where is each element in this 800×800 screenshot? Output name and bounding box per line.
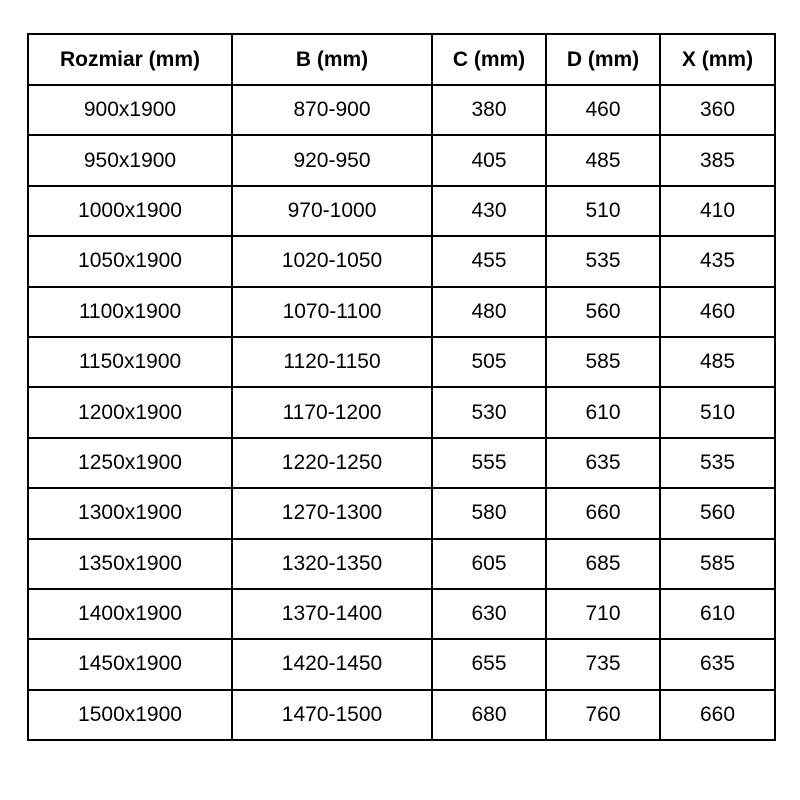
- table-row: 1350x1900 1320-1350 605 685 585: [27, 537, 776, 590]
- header-cell: Rozmiar (mm): [27, 33, 233, 86]
- table-cell: 530: [431, 386, 547, 439]
- table-row: 1400x1900 1370-1400 630 710 610: [27, 587, 776, 641]
- table-cell: 1170-1200: [231, 386, 433, 439]
- table-cell: 360: [659, 83, 776, 137]
- table-cell: 1100x1900: [27, 285, 233, 338]
- table-cell: 610: [659, 587, 776, 641]
- table-cell: 710: [545, 587, 661, 641]
- header-row: Rozmiar (mm) B (mm) C (mm) D (mm) X (mm): [27, 33, 776, 86]
- table-cell: 1250x1900: [27, 436, 233, 490]
- table-cell: 435: [659, 235, 776, 288]
- table-cell: 580: [431, 487, 547, 540]
- table-cell: 585: [545, 335, 661, 389]
- table-cell: 1050x1900: [27, 235, 233, 288]
- table-cell: 605: [431, 537, 547, 590]
- table-cell: 1020-1050: [231, 235, 433, 288]
- table-cell: 1470-1500: [231, 688, 433, 742]
- table-cell: 405: [431, 134, 547, 187]
- table-cell: 900x1900: [27, 83, 233, 137]
- table-cell: 410: [659, 184, 776, 238]
- table-row: 1050x1900 1020-1050 455 535 435: [27, 235, 776, 288]
- header-cell: D (mm): [545, 33, 661, 86]
- table-row: 900x1900 870-900 380 460 360: [27, 83, 776, 137]
- header-cell: B (mm): [231, 33, 433, 86]
- table-cell: 510: [545, 184, 661, 238]
- table-row: 1200x1900 1170-1200 530 610 510: [27, 386, 776, 439]
- table-cell: 660: [545, 487, 661, 540]
- table-row: 1300x1900 1270-1300 580 660 560: [27, 487, 776, 540]
- table-cell: 1150x1900: [27, 335, 233, 389]
- table-row: 1500x1900 1470-1500 680 760 660: [27, 688, 776, 742]
- table-cell: 685: [545, 537, 661, 590]
- table-cell: 1220-1250: [231, 436, 433, 490]
- header-cell: X (mm): [659, 33, 776, 86]
- table-cell: 535: [659, 436, 776, 490]
- table-cell: 460: [659, 285, 776, 338]
- table-row: 1150x1900 1120-1150 505 585 485: [27, 335, 776, 389]
- table-cell: 535: [545, 235, 661, 288]
- table-cell: 1450x1900: [27, 638, 233, 691]
- table-cell: 630: [431, 587, 547, 641]
- table-cell: 660: [659, 688, 776, 742]
- table-cell: 1270-1300: [231, 487, 433, 540]
- table-cell: 1400x1900: [27, 587, 233, 641]
- table-row: 1100x1900 1070-1100 480 560 460: [27, 285, 776, 338]
- table-cell: 385: [659, 134, 776, 187]
- table-row: 1450x1900 1420-1450 655 735 635: [27, 638, 776, 691]
- table-cell: 380: [431, 83, 547, 137]
- table-cell: 1070-1100: [231, 285, 433, 338]
- table-cell: 505: [431, 335, 547, 389]
- table-cell: 1300x1900: [27, 487, 233, 540]
- table-cell: 1120-1150: [231, 335, 433, 389]
- table-cell: 610: [545, 386, 661, 439]
- table-cell: 430: [431, 184, 547, 238]
- table-cell: 970-1000: [231, 184, 433, 238]
- table-cell: 1320-1350: [231, 537, 433, 590]
- table-cell: 480: [431, 285, 547, 338]
- table-cell: 1350x1900: [27, 537, 233, 590]
- table-cell: 1500x1900: [27, 688, 233, 742]
- table-cell: 950x1900: [27, 134, 233, 187]
- table-cell: 455: [431, 235, 547, 288]
- table-cell: 560: [659, 487, 776, 540]
- table-cell: 735: [545, 638, 661, 691]
- table-cell: 870-900: [231, 83, 433, 137]
- table-cell: 1420-1450: [231, 638, 433, 691]
- table-cell: 635: [659, 638, 776, 691]
- table-row: 1250x1900 1220-1250 555 635 535: [27, 436, 776, 490]
- table-cell: 485: [545, 134, 661, 187]
- table-cell: 560: [545, 285, 661, 338]
- table-cell: 485: [659, 335, 776, 389]
- table-cell: 1370-1400: [231, 587, 433, 641]
- table-row: 1000x1900 970-1000 430 510 410: [27, 184, 776, 238]
- table-cell: 920-950: [231, 134, 433, 187]
- table-cell: 460: [545, 83, 661, 137]
- table-cell: 510: [659, 386, 776, 439]
- table-row: 950x1900 920-950 405 485 385: [27, 134, 776, 187]
- table-cell: 1000x1900: [27, 184, 233, 238]
- table-cell: 680: [431, 688, 547, 742]
- size-table: Rozmiar (mm) B (mm) C (mm) D (mm) X (mm) 900…: [27, 33, 776, 742]
- table-cell: 585: [659, 537, 776, 590]
- table-cell: 555: [431, 436, 547, 490]
- table-cell: 760: [545, 688, 661, 742]
- table-cell: 1200x1900: [27, 386, 233, 439]
- table-body: 900x1900 870-900 380 460 360 950x1900 920-950 4…: [27, 83, 776, 742]
- table-cell: 635: [545, 436, 661, 490]
- header-cell: C (mm): [431, 33, 547, 86]
- table-cell: 655: [431, 638, 547, 691]
